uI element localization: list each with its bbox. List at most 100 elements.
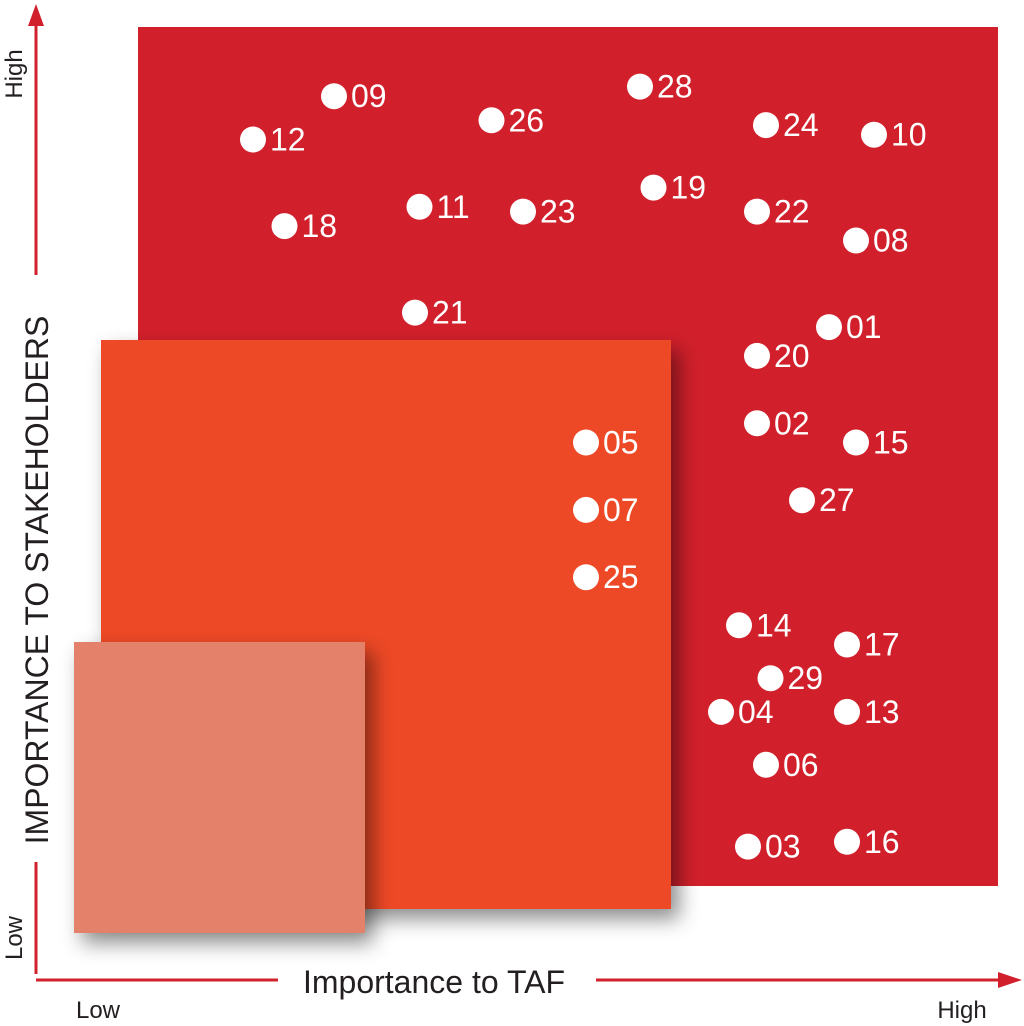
y-axis-high-label: High [1, 49, 28, 98]
point-marker-24 [753, 112, 779, 139]
point-08: 08 [843, 223, 909, 259]
point-24: 24 [753, 107, 819, 143]
point-label-02: 02 [774, 405, 810, 441]
point-19: 19 [640, 170, 707, 206]
point-marker-15 [843, 429, 869, 456]
point-marker-11 [406, 193, 433, 220]
point-14: 14 [726, 607, 792, 643]
point-03: 03 [735, 829, 801, 865]
point-marker-25 [573, 564, 599, 591]
point-label-09: 09 [351, 78, 387, 114]
y-axis-arrowhead [28, 4, 44, 26]
point-23: 23 [510, 194, 576, 230]
point-marker-01 [816, 314, 842, 341]
point-marker-02 [744, 410, 770, 437]
point-marker-08 [843, 227, 869, 254]
point-label-22: 22 [774, 194, 810, 230]
y-axis-label: IMPORTANCE TO STAKEHOLDERS [19, 316, 55, 845]
y-axis [28, 4, 44, 974]
point-label-17: 17 [864, 627, 900, 663]
point-label-10: 10 [891, 117, 927, 153]
point-18: 18 [271, 208, 338, 244]
point-label-11: 11 [437, 189, 470, 225]
point-label-13: 13 [864, 694, 900, 730]
x-axis-label: Importance to TAF [303, 964, 565, 1000]
point-label-28: 28 [657, 69, 693, 105]
point-marker-26 [478, 107, 505, 134]
point-label-08: 08 [873, 223, 909, 259]
point-17: 17 [834, 627, 900, 663]
point-29: 29 [757, 660, 824, 696]
point-15: 15 [843, 425, 909, 461]
point-marker-17 [834, 631, 860, 658]
point-marker-22 [744, 198, 770, 225]
point-10: 10 [861, 117, 927, 153]
point-marker-04 [708, 698, 734, 725]
point-21: 21 [402, 295, 468, 331]
point-02: 02 [744, 405, 810, 441]
point-label-14: 14 [756, 607, 792, 643]
point-label-05: 05 [603, 425, 639, 461]
point-label-27: 27 [819, 482, 855, 518]
x-axis-arrowhead [998, 972, 1022, 988]
x-axis-low-label: Low [76, 997, 121, 1024]
point-label-04: 04 [738, 694, 774, 730]
point-06: 06 [753, 747, 819, 783]
point-marker-07 [573, 496, 599, 523]
point-28: 28 [627, 69, 693, 105]
point-27: 27 [789, 482, 855, 518]
point-marker-29 [757, 665, 784, 692]
point-label-03: 03 [765, 829, 801, 865]
point-13: 13 [834, 694, 900, 730]
point-marker-16 [834, 828, 860, 855]
point-22: 22 [744, 194, 810, 230]
y-axis-low-label: Low [1, 915, 28, 960]
point-label-16: 16 [864, 824, 900, 860]
point-label-29: 29 [788, 660, 824, 696]
point-label-24: 24 [783, 107, 819, 143]
point-01: 01 [816, 309, 882, 345]
point-label-07: 07 [603, 492, 639, 528]
x-axis [36, 972, 1022, 988]
point-label-25: 25 [603, 559, 639, 595]
point-marker-13 [834, 698, 860, 725]
point-marker-14 [726, 612, 752, 639]
point-04: 04 [708, 694, 774, 730]
point-marker-28 [627, 73, 653, 100]
point-label-19: 19 [671, 170, 707, 206]
point-label-15: 15 [873, 425, 909, 461]
point-marker-06 [753, 751, 779, 778]
point-label-20: 20 [774, 338, 810, 374]
data-points: 01 02 03 04 05 06 07 08 09 10 11 12 13 14 15 16 17 18 19 20… [240, 69, 927, 865]
point-label-26: 26 [509, 102, 545, 138]
point-07: 07 [573, 492, 639, 528]
point-label-21: 21 [432, 295, 468, 331]
point-16: 16 [834, 824, 900, 860]
point-marker-23 [510, 198, 536, 225]
zone-low [74, 642, 365, 933]
point-12: 12 [240, 122, 306, 158]
point-label-01: 01 [846, 309, 882, 345]
point-marker-20 [744, 342, 770, 369]
x-axis-high-label: High [937, 997, 986, 1024]
point-05: 05 [573, 425, 639, 461]
point-20: 20 [744, 338, 810, 374]
point-marker-21 [402, 299, 428, 326]
point-marker-09 [321, 83, 347, 110]
point-label-18: 18 [302, 208, 338, 244]
point-marker-12 [240, 126, 266, 153]
point-marker-03 [735, 833, 761, 860]
point-marker-19 [640, 174, 667, 201]
point-marker-10 [861, 121, 887, 148]
point-marker-05 [573, 429, 599, 456]
point-label-23: 23 [540, 194, 576, 230]
point-26: 26 [478, 102, 545, 138]
point-09: 09 [321, 78, 387, 114]
point-11: 11 [406, 189, 470, 225]
point-marker-27 [789, 487, 815, 514]
point-marker-18 [271, 213, 298, 240]
point-25: 25 [573, 559, 639, 595]
point-label-06: 06 [783, 747, 819, 783]
point-label-12: 12 [270, 122, 306, 158]
